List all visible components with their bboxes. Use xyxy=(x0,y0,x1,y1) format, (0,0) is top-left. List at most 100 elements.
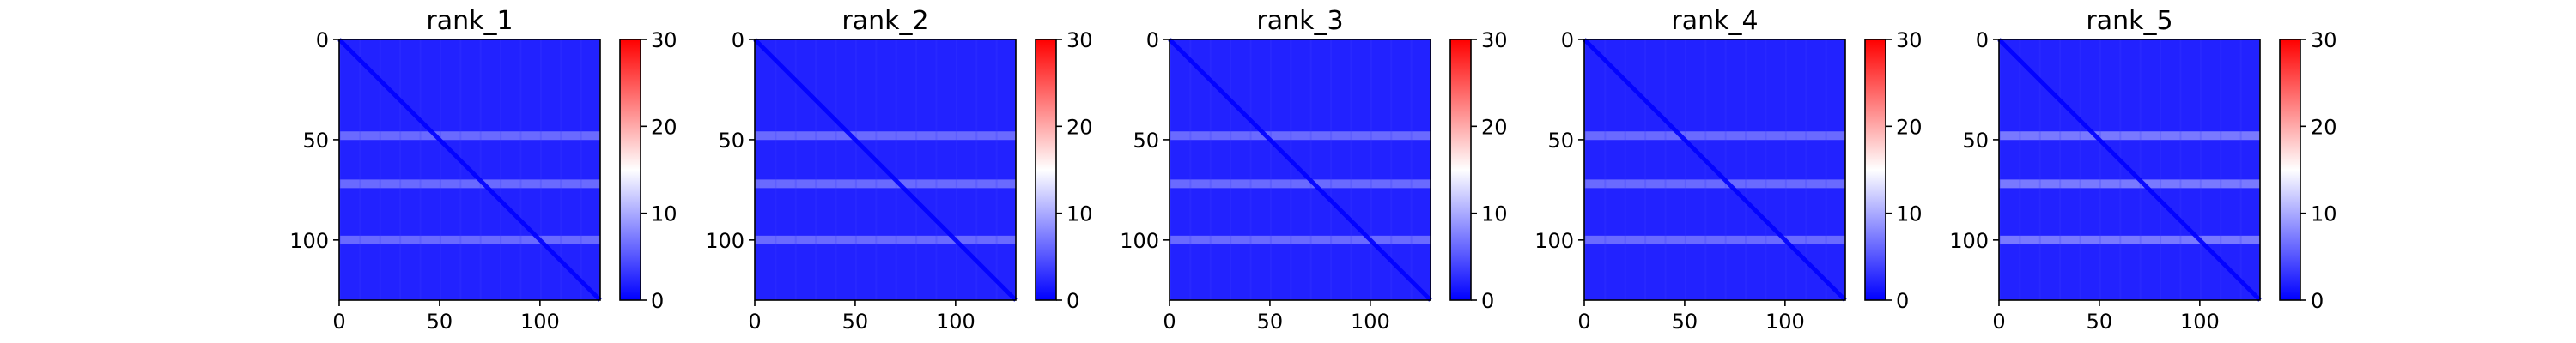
x-tick-label: 0 xyxy=(1163,310,1176,334)
heatmap-texture xyxy=(955,39,957,300)
heatmap-texture xyxy=(479,39,482,300)
colorbar-gradient xyxy=(620,39,641,300)
y-tick-label: 0 xyxy=(1146,28,1159,52)
colorbar: 0 10 20 30 xyxy=(1449,28,1508,313)
colorbar: 0 10 20 30 xyxy=(1035,28,1093,313)
y-tick-label: 0 xyxy=(316,28,329,52)
heatmap-texture xyxy=(1745,39,1747,300)
y-tick-label: 50 xyxy=(1133,129,1159,153)
heatmap-texture xyxy=(1784,39,1787,300)
colorbar-gradient xyxy=(1036,39,1056,300)
heatmap-texture xyxy=(2038,39,2041,300)
x-tick-label: 50 xyxy=(427,310,453,334)
heatmap-band xyxy=(1999,235,2260,244)
heatmap-band xyxy=(755,131,1016,141)
x-tick-label: 100 xyxy=(1765,310,1805,334)
x-tick-label: 0 xyxy=(1577,310,1590,334)
colorbar-frame xyxy=(2279,39,2301,301)
x-tick-label: 100 xyxy=(2180,310,2220,334)
colorbar-gradient xyxy=(1865,39,1886,300)
heatmap-panel-4: rank_4 0 50 100 0 50 100 0 10 20 30 xyxy=(1534,6,1922,334)
heatmap-texture xyxy=(1604,39,1607,300)
heatmap-texture xyxy=(2139,39,2142,300)
y-tick-label: 0 xyxy=(732,28,744,52)
y-tick-label: 0 xyxy=(1976,28,1989,52)
colorbar-tick-label: 0 xyxy=(1066,289,1079,313)
heatmap-texture xyxy=(794,39,797,300)
heatmap-texture xyxy=(2239,39,2242,300)
heatmap-panel-5: rank_5 0 50 100 0 50 100 0 10 20 30 xyxy=(1949,6,2336,334)
y-tick-label: 50 xyxy=(1547,129,1574,153)
heatmap-texture xyxy=(359,39,361,300)
axes-frame xyxy=(338,39,601,301)
colorbar-gradient xyxy=(1450,39,1471,300)
heatmap-texture xyxy=(1805,39,1807,300)
heatmap-band xyxy=(1584,179,1845,189)
heatmap-texture xyxy=(1704,39,1707,300)
y-tick-label: 100 xyxy=(289,229,329,253)
y-tick-label: 100 xyxy=(1534,229,1574,253)
heatmap-texture xyxy=(1189,39,1192,300)
heatmap-texture xyxy=(1664,39,1667,300)
heatmap-texture xyxy=(580,39,582,300)
colorbar-tick-label: 30 xyxy=(2311,28,2337,52)
heatmap-texture xyxy=(755,39,756,300)
y-tick-label: 100 xyxy=(1120,229,1159,253)
heatmap-texture xyxy=(1290,39,1292,300)
colorbar-tick-label: 10 xyxy=(1481,202,1508,226)
heatmap-band xyxy=(1170,235,1431,244)
heatmap-diagonal xyxy=(337,38,602,302)
heatmap-texture xyxy=(2059,39,2062,300)
heatmap-texture xyxy=(539,39,542,300)
x-tick-label: 50 xyxy=(2087,310,2113,334)
x-tick-label: 50 xyxy=(842,310,869,334)
colorbar: 0 10 20 30 xyxy=(619,28,677,313)
heatmap-texture xyxy=(339,39,341,300)
heatmap-texture xyxy=(1170,39,1171,300)
heatmap-texture xyxy=(1269,39,1272,300)
colorbar-tick-label: 0 xyxy=(1896,289,1909,313)
heatmap-band xyxy=(755,179,1016,189)
heatmap-texture xyxy=(895,39,897,300)
heatmap-diagonal xyxy=(1583,38,1847,302)
colorbar-tick-label: 10 xyxy=(1066,202,1093,226)
heatmap-texture xyxy=(519,39,522,300)
heatmap-diagonal xyxy=(1997,38,2262,302)
x-tick-label: 0 xyxy=(748,310,761,334)
heatmap-texture xyxy=(1209,39,1212,300)
colorbar-tick-label: 20 xyxy=(651,115,677,139)
heatmap-texture xyxy=(439,39,441,300)
heatmap-texture xyxy=(2079,39,2081,300)
heatmap-band xyxy=(1999,131,2260,141)
y-tick-label: 50 xyxy=(302,129,329,153)
axes-frame xyxy=(1583,39,1846,301)
colorbar-frame xyxy=(1864,39,1886,301)
heatmap-band xyxy=(339,235,600,244)
colorbar-tick-label: 0 xyxy=(2311,289,2324,313)
heatmap-texture xyxy=(1999,39,2001,300)
heatmap-texture xyxy=(2199,39,2202,300)
heatmap-texture xyxy=(975,39,978,300)
heatmap-texture xyxy=(1765,39,1767,300)
heatmap-texture xyxy=(560,39,562,300)
heatmap-texture xyxy=(2220,39,2222,300)
heatmap-texture xyxy=(379,39,381,300)
heatmap-texture xyxy=(1410,39,1413,300)
y-tick-label: 0 xyxy=(1561,28,1574,52)
heatmap-texture xyxy=(935,39,938,300)
colorbar-frame xyxy=(1035,39,1057,301)
heatmap-texture xyxy=(500,39,502,300)
y-tick-label: 50 xyxy=(1962,129,1989,153)
colorbar-tick-label: 10 xyxy=(1896,202,1923,226)
heatmap-texture xyxy=(835,39,837,300)
heatmap-texture xyxy=(1249,39,1252,300)
heatmap-texture xyxy=(1644,39,1647,300)
heatmap-texture xyxy=(875,39,878,300)
heatmap-band xyxy=(1170,131,1431,141)
colorbar-frame xyxy=(1449,39,1472,301)
x-tick-label: 50 xyxy=(1257,310,1284,334)
x-tick-label: 0 xyxy=(332,310,345,334)
heatmap-texture xyxy=(915,39,918,300)
panel-title: rank_2 xyxy=(841,6,928,36)
